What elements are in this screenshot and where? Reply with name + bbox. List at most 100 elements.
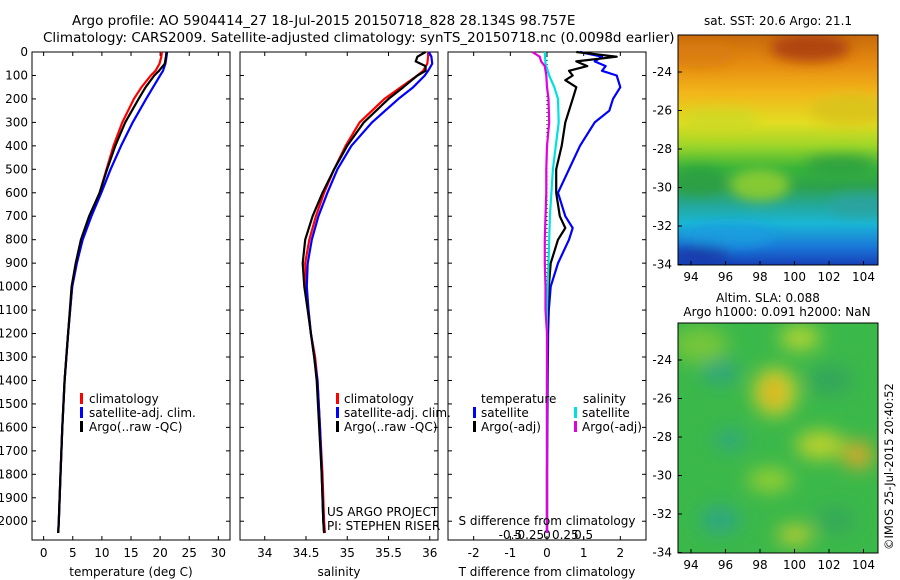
figure-title-line-1: Argo profile: AO 5904414_27 18-Jul-2015 … (72, 13, 576, 29)
depth-tick-label: 1000 (0, 280, 28, 294)
legend-label-argo: Argo(..raw -QC) (89, 420, 182, 434)
x2-tick-label: 0.5 (574, 528, 593, 542)
x2-tick-label: -0.25 (513, 528, 544, 542)
map-x-tick-label: 100 (783, 558, 806, 572)
depth-axis: 0 100 200 300 400 500 600 700 800 900 1000 1100 1200… (0, 45, 646, 528)
depth-tick-label: 600 (5, 186, 28, 200)
sla-map-axes: 94 96 98 100 102 104 -24 -26 -28 -30 -32 -34 (652, 353, 875, 572)
legend-swatch-s-satellite (574, 407, 577, 418)
x2-tick-label: 0.25 (552, 528, 579, 542)
legend-swatch-argo (336, 421, 339, 432)
map-x-tick-label: 104 (852, 558, 875, 572)
map-y-tick-label: -28 (652, 142, 672, 156)
legend-swatch-satellite (80, 407, 83, 418)
depth-tick-label: 1400 (0, 373, 28, 387)
map-x-tick-label: 102 (818, 558, 841, 572)
map-y-tick-label: -30 (652, 181, 672, 195)
legend-swatch-climatology (336, 393, 339, 404)
x-tick-label: 0 (40, 546, 48, 560)
x-tick-label: -1 (504, 546, 516, 560)
salinity-legend: climatology satellite-adj. clim. Argo(..… (336, 392, 451, 434)
series-line-argo-raw-qc- (57, 51, 168, 534)
map-x-tick-label: 98 (752, 558, 767, 572)
temperature-legend: climatology satellite-adj. clim. Argo(..… (80, 392, 196, 434)
legend-swatch-t-satellite (473, 407, 476, 418)
depth-tick-label: 1800 (0, 467, 28, 481)
map-y-tick-label: -26 (652, 104, 672, 118)
figure-title-line-2: Climatology: CARS2009. Satellite-adjuste… (43, 30, 675, 46)
legend-label-t-satellite: satellite (481, 406, 529, 420)
depth-tick-label: 1700 (0, 444, 28, 458)
legend-swatch-climatology (80, 393, 83, 404)
map-x-tick-label: 98 (752, 270, 767, 284)
x-tick-label: 35.5 (375, 546, 402, 560)
depth-tick-label: 800 (5, 233, 28, 247)
salinity-x-label: salinity (317, 565, 360, 579)
x2-tick-label: 0 (543, 528, 551, 542)
x-tick-label: 20 (152, 546, 167, 560)
sla-map-title-1: Altim. SLA: 0.088 (716, 291, 820, 305)
x-tick-label: 10 (94, 546, 109, 560)
credit-pi: PI: STEPHEN RISER (327, 519, 440, 533)
x-tick-label: 1 (580, 546, 588, 560)
temperature-x-label: temperature (deg C) (69, 565, 192, 579)
map-y-tick-label: -32 (652, 219, 672, 233)
depth-tick-label: 1600 (0, 420, 28, 434)
map-x-tick-label: 94 (683, 558, 698, 572)
credit-project: US ARGO PROJECT (327, 505, 439, 519)
legend-title-temperature: temperature (481, 392, 556, 406)
legend-title-salinity: salinity (583, 392, 626, 406)
x-tick-label: 25 (182, 546, 197, 560)
legend-label-climatology: climatology (89, 392, 159, 406)
map-y-tick-label: -24 (652, 65, 672, 79)
t-difference-x-label: T difference from climatology (458, 565, 636, 579)
map-x-tick-label: 96 (718, 558, 733, 572)
legend-swatch-argo (80, 421, 83, 432)
legend-label-satellite: satellite-adj. clim. (89, 406, 196, 420)
imos-timestamp: ©IMOS 25-Jul-2015 20:40:52 (882, 383, 896, 550)
x-tick-label: 15 (123, 546, 138, 560)
depth-tick-label: 1500 (0, 397, 28, 411)
depth-tick-label: 0 (20, 45, 28, 59)
map-x-tick-label: 94 (683, 270, 698, 284)
legend-swatch-satellite (336, 407, 339, 418)
sst-map-frame (677, 34, 879, 266)
x-tick-label: 30 (211, 546, 226, 560)
x2-tick-label: -0.5 (499, 528, 522, 542)
depth-tick-label: 400 (5, 139, 28, 153)
map-y-tick-label: -28 (652, 430, 672, 444)
depth-tick-label: 1300 (0, 350, 28, 364)
x-tick-label: 2 (617, 546, 625, 560)
sst-map-axes: 94 96 98 100 102 104 -24 -26 -28 -30 -32 -34 (652, 65, 875, 284)
difference-legend: temperature satellite Argo(-adj) salinit… (473, 392, 642, 434)
difference-x-axis: -2 -1 0 1 2-0.5-0.250 0.250.5 (468, 52, 624, 560)
salinity-panel-frame (239, 51, 439, 541)
map-y-tick-label: -26 (652, 392, 672, 406)
x-tick-label: 5 (69, 546, 77, 560)
x-tick-label: 0 (543, 546, 551, 560)
depth-tick-label: 200 (5, 92, 28, 106)
series-line-salinity-argo-adj- (531, 51, 551, 533)
depth-tick-label: 1200 (0, 327, 28, 341)
map-y-tick-label: -30 (652, 469, 672, 483)
depth-tick-label: 100 (5, 68, 28, 82)
temperature-panel-frame (31, 51, 231, 541)
map-x-tick-label: 100 (783, 270, 806, 284)
legend-swatch-t-argo (473, 421, 476, 432)
salinity-x-axis: 34 34.5 35 35.5 36 (257, 52, 437, 560)
legend-label-s-satellite: satellite (582, 406, 630, 420)
legend-label-argo: Argo(..raw -QC) (344, 420, 437, 434)
depth-tick-label: 1100 (0, 303, 28, 317)
x-tick-label: 35 (340, 546, 355, 560)
sla-map (678, 323, 878, 553)
map-y-tick-label: -32 (652, 507, 672, 521)
sla-map-frame (677, 322, 879, 554)
map-x-tick-label: 104 (852, 270, 875, 284)
series-line-argo-raw-qc- (301, 51, 427, 534)
x-tick-label: 36 (422, 546, 437, 560)
sst-map (678, 35, 878, 265)
s-difference-x-label: S difference from climatology (459, 514, 636, 528)
legend-label-climatology: climatology (344, 392, 414, 406)
depth-tick-label: 500 (5, 162, 28, 176)
depth-tick-label: 700 (5, 209, 28, 223)
